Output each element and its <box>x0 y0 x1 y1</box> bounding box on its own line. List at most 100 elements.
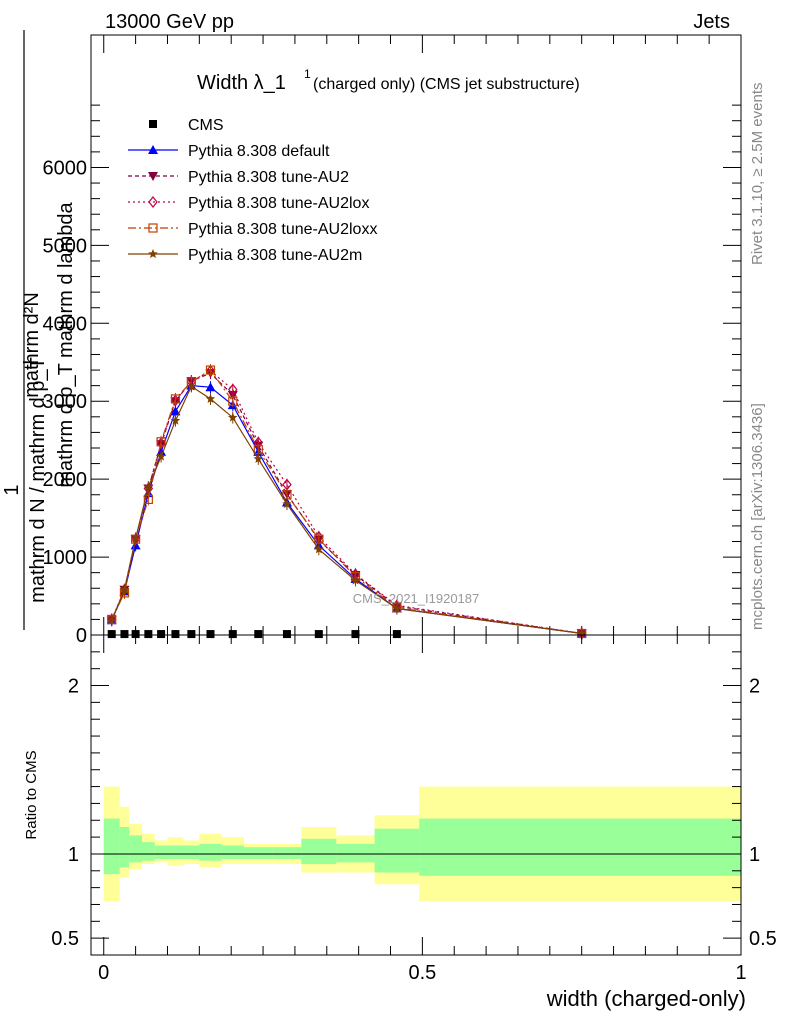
data-point-cms <box>187 630 196 639</box>
data-point-au2m <box>576 628 587 638</box>
y-tick-label: 3000 <box>43 391 88 413</box>
data-point-cms <box>392 630 401 639</box>
ratio-band-inner <box>374 828 420 873</box>
data-point-au2lox <box>228 383 238 396</box>
data-point-au2loxx <box>170 394 181 404</box>
data-point-cms <box>157 630 166 639</box>
main-series-group <box>106 364 587 640</box>
ratio-band-inner <box>119 827 130 868</box>
series-line-au2loxx <box>111 369 582 635</box>
data-point-default <box>205 382 216 392</box>
ratio-panel: 0.5 0.51 12 20 0.5 1 Ratio to CMS width (char… <box>23 634 777 1011</box>
series-cms <box>107 630 586 639</box>
data-point-au2lox <box>156 437 166 450</box>
legend-label-au2: Pythia 8.308 tune-AU2 <box>188 169 349 186</box>
data-point-au2m <box>170 415 181 425</box>
legend-marker-au2m <box>148 249 158 259</box>
data-point-cms <box>314 630 323 639</box>
legend-marker-cms <box>149 120 157 128</box>
rivet-label: Rivet 3.1.10, ≥ 2.5M events <box>749 83 766 266</box>
chart-title-sup: 1 <box>304 67 311 81</box>
legend-marker-default <box>148 145 158 154</box>
ratio-y-tick-label-right: 0.5 <box>749 928 777 950</box>
series-line-au2 <box>111 372 582 635</box>
series-line-au2m <box>111 385 582 635</box>
y-tick-label: 2000 <box>43 469 88 491</box>
legend-label-au2loxx: Pythia 8.308 tune-AU2loxx <box>188 221 377 238</box>
data-point-au2m <box>119 584 130 594</box>
data-point-cms <box>120 630 129 639</box>
ratio-y-tick-label: 0.5 <box>51 928 79 950</box>
data-point-au2loxx <box>314 534 324 544</box>
data-point-cms <box>107 630 116 639</box>
y-tick-label: 5000 <box>43 235 88 257</box>
data-point-default <box>170 406 181 416</box>
data-point-au2loxx <box>205 365 216 375</box>
data-point-au2loxx <box>156 437 166 447</box>
x-tick-label: 1 <box>735 962 746 984</box>
legend-label-au2m: Pythia 8.308 tune-AU2m <box>188 247 362 264</box>
series-default <box>106 379 587 640</box>
data-point-cms <box>282 630 291 639</box>
data-point-au2loxx <box>228 396 238 406</box>
ratio-band-inner <box>103 818 120 875</box>
ratio-band-inner <box>221 845 244 859</box>
x-tick-label: 0.5 <box>408 962 436 984</box>
data-point-au2m <box>130 533 141 543</box>
ratio-y-tick-label: 2 <box>68 676 79 698</box>
data-point-au2m <box>106 615 117 625</box>
data-point-au2lox <box>170 394 181 407</box>
y-tick-label: 0 <box>76 625 87 647</box>
data-point-au2m <box>228 412 238 422</box>
ratio-y-tick-label-right: 2 <box>749 676 760 698</box>
x-tick-label: 0 <box>98 962 109 984</box>
ratio-frame <box>90 634 742 956</box>
ratio-y-tick-label: 1 <box>68 844 79 866</box>
data-point-cms <box>351 630 360 639</box>
data-point-cms <box>206 630 215 639</box>
data-point-au2m <box>186 381 197 391</box>
mcplots-label: mcplots.cern.ch [arXiv:1306.3436] <box>749 403 766 630</box>
ratio-band-inner <box>141 842 155 861</box>
y-tick-label: 4000 <box>43 313 88 335</box>
y-tick-label: 6000 <box>43 157 88 179</box>
series-line-au2lox <box>111 370 582 635</box>
ratio-band-inner <box>167 845 184 859</box>
ratio-y-label: Ratio to CMS <box>23 750 40 839</box>
ratio-band-inner <box>301 838 337 865</box>
data-point-cms <box>131 630 140 639</box>
data-point-au2m <box>282 499 292 509</box>
data-point-au2m <box>392 603 402 613</box>
main-panel: 0 1000 2000 3000 4000 5000 6000 Width λ_1 1 (c… <box>1 30 742 647</box>
data-point-au2m <box>205 393 216 403</box>
x-axis-label: width (charged-only) <box>546 986 746 1011</box>
legend-label-default: Pythia 8.308 default <box>188 143 330 160</box>
legend-label-au2lox: Pythia 8.308 tune-AU2lox <box>188 195 369 212</box>
ratio-band-inner <box>419 818 741 876</box>
series-au2 <box>106 367 587 640</box>
ratio-band-inner <box>272 847 302 859</box>
series-line-default <box>111 385 582 635</box>
data-point-au2m <box>156 451 166 461</box>
y-tick-label: 1000 <box>43 547 88 569</box>
y-label-line1: mathrm d²N <box>21 292 43 398</box>
data-point-cms <box>144 630 153 639</box>
ratio-band-inner <box>243 847 273 859</box>
watermark-label: CMS_2021_I1920187 <box>353 591 480 606</box>
legend-marker-au2lox <box>148 196 158 208</box>
y-label-line4: mathrm d N / mathrm d p_T <box>27 357 49 603</box>
category-label: Jets <box>693 11 730 33</box>
data-point-au2m <box>253 453 264 463</box>
data-point-cms <box>228 630 237 639</box>
energy-label: 13000 GeV pp <box>105 11 234 33</box>
ratio-band-inner <box>183 845 200 859</box>
ratio-bands <box>103 786 741 902</box>
legend: CMS Pythia 8.308 default Pythia 8.308 tune… <box>128 117 377 264</box>
data-point-au2m <box>314 544 324 554</box>
chart-title-main: Width λ_1 <box>197 72 286 94</box>
chart-title-sub: (charged only) (CMS jet substructure) <box>313 76 580 93</box>
data-point-au2m <box>350 575 361 585</box>
legend-marker-au2 <box>148 172 158 181</box>
